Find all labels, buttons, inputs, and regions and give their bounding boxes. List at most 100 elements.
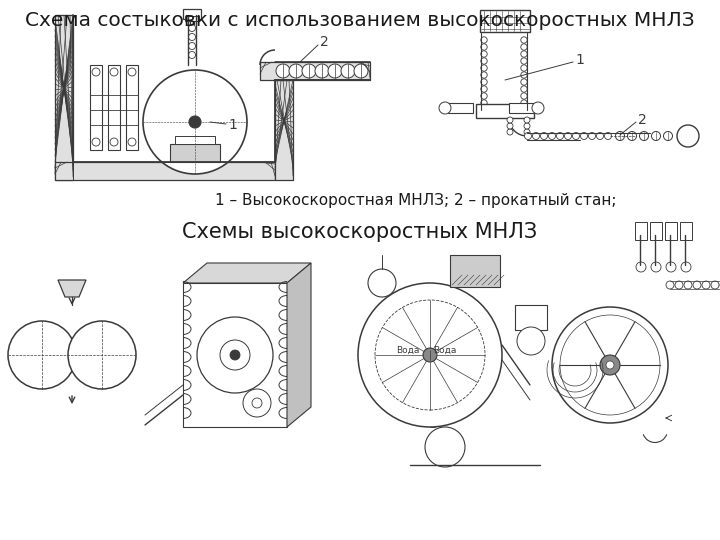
Circle shape [507,129,513,135]
Circle shape [606,361,614,369]
Circle shape [521,86,527,92]
Bar [108,65,120,150]
Circle shape [580,132,588,139]
Bar [650,222,662,240]
Bar [448,103,473,113]
Circle shape [439,102,451,114]
Circle shape [693,281,701,289]
Circle shape [8,321,76,389]
Circle shape [481,51,487,57]
Circle shape [189,33,196,40]
Circle shape [507,117,513,123]
Bar [183,9,201,19]
Text: Вода: Вода [396,346,420,354]
Circle shape [605,132,611,139]
Polygon shape [183,263,311,283]
Circle shape [128,68,136,76]
Bar [260,62,370,80]
Bar [665,222,677,240]
Text: 1 – Высокоскоростная МНЛЗ; 2 – прокатный стан;: 1 – Высокоскоростная МНЛЗ; 2 – прокатный… [215,192,616,207]
Circle shape [521,93,527,99]
Circle shape [289,64,303,78]
Circle shape [521,37,527,43]
Circle shape [560,315,660,415]
Circle shape [481,107,487,113]
Bar [175,136,215,144]
Circle shape [652,132,660,140]
Circle shape [243,389,271,417]
Circle shape [636,262,646,272]
Circle shape [507,123,513,129]
Circle shape [572,132,580,139]
Circle shape [521,100,527,106]
Circle shape [128,138,136,146]
Bar [170,144,220,162]
Circle shape [651,262,661,272]
Circle shape [639,132,649,140]
Text: 1: 1 [228,118,237,132]
Bar [680,222,692,240]
Text: Схема состыковки с использованием высокоскоростных МНЛЗ: Схема состыковки с использованием высоко… [25,10,695,30]
Bar [515,305,547,330]
Circle shape [541,132,547,139]
Circle shape [354,64,368,78]
Circle shape [189,24,196,31]
Circle shape [557,132,564,139]
Circle shape [521,79,527,85]
Circle shape [616,132,624,140]
Circle shape [368,269,396,297]
Circle shape [677,125,699,147]
Circle shape [481,100,487,106]
Circle shape [524,117,530,123]
Bar [90,65,102,150]
Bar [185,16,199,21]
Circle shape [276,64,290,78]
Circle shape [423,348,437,362]
Circle shape [481,65,487,71]
Circle shape [521,72,527,78]
Circle shape [92,68,100,76]
Circle shape [524,129,530,135]
Circle shape [143,70,247,174]
Circle shape [681,262,691,272]
Circle shape [675,281,683,289]
Circle shape [600,355,620,375]
Circle shape [328,64,342,78]
Circle shape [664,132,672,140]
Bar [480,10,530,32]
Circle shape [197,317,273,393]
Text: 2: 2 [320,35,329,49]
Bar [183,283,287,427]
Circle shape [517,327,545,355]
Circle shape [481,44,487,50]
Circle shape [189,116,201,128]
Circle shape [521,51,527,57]
Circle shape [628,132,636,140]
Circle shape [68,321,136,389]
Circle shape [252,398,262,408]
Circle shape [521,65,527,71]
Circle shape [524,132,531,139]
Text: Вода: Вода [433,346,456,354]
Circle shape [521,107,527,113]
Circle shape [524,123,530,129]
Circle shape [110,68,118,76]
Bar [55,15,73,180]
Circle shape [666,262,676,272]
Text: 2: 2 [638,113,647,127]
Circle shape [220,340,250,370]
Bar [509,103,534,113]
Circle shape [315,64,329,78]
Circle shape [481,86,487,92]
Circle shape [481,93,487,99]
Circle shape [481,79,487,85]
Circle shape [564,132,572,139]
Circle shape [684,281,692,289]
Text: Схемы высокоскоростных МНЛЗ: Схемы высокоскоростных МНЛЗ [182,222,538,242]
Circle shape [532,102,544,114]
Circle shape [711,281,719,289]
Circle shape [189,43,196,50]
Circle shape [702,281,710,289]
Bar [55,162,275,180]
Circle shape [549,132,556,139]
